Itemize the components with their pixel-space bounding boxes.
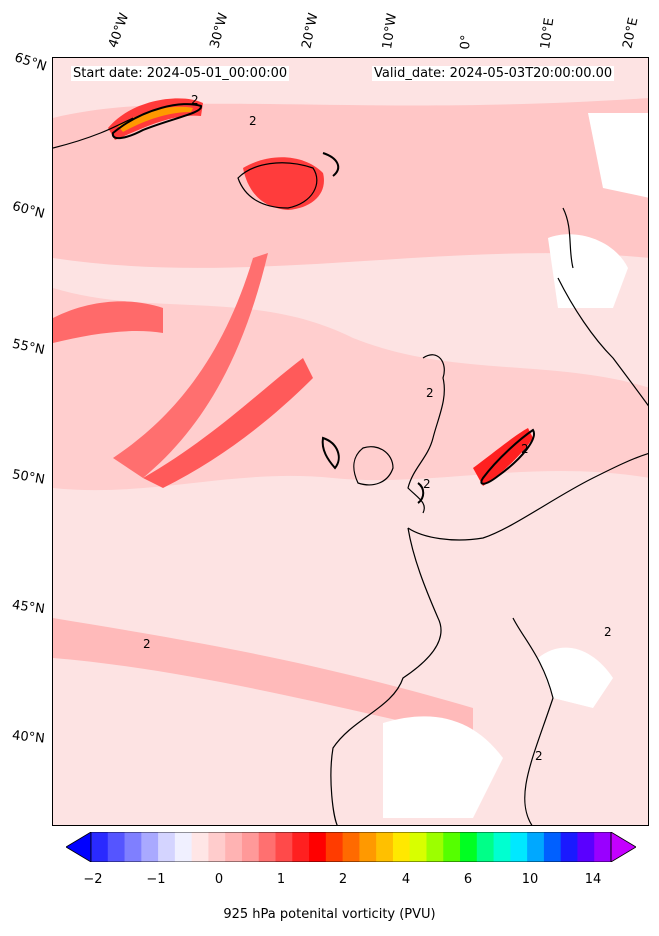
contour-label: 2 <box>143 637 151 651</box>
lat-label-55n: 55°N <box>10 336 46 359</box>
contour-label: 2 <box>423 477 431 491</box>
colorbar-segment <box>174 832 193 862</box>
colorbar-segment <box>460 832 478 862</box>
pv-core-north <box>118 106 193 132</box>
lon-label-20e: 20°E <box>620 16 642 51</box>
lon-label-0: 0° <box>458 34 475 50</box>
colorbar-segment <box>443 832 461 862</box>
colorbar-segment <box>141 832 159 862</box>
lat-label-50n: 50°N <box>10 467 46 488</box>
colorbar-tick: 4 <box>401 872 411 887</box>
colorbar-segment <box>225 832 243 862</box>
map-panel <box>52 57 649 826</box>
contour-label: 2 <box>604 625 612 639</box>
pv-2-contours <box>111 103 535 504</box>
colorbar-tick: −2 <box>83 872 103 887</box>
masked-iberia <box>383 716 503 818</box>
colorbar-tick: 14 <box>584 872 602 887</box>
colorbar-segment <box>241 832 260 862</box>
contour-label: 2 <box>521 442 529 456</box>
colorbar-segment <box>376 832 394 862</box>
colorbar-segment <box>91 832 109 862</box>
colorbar-segment <box>392 832 411 862</box>
colorbar-tick: 2 <box>338 872 348 887</box>
colorbar-segment <box>107 832 126 862</box>
pv-band-north <box>53 98 648 268</box>
colorbar-segment <box>275 832 293 862</box>
lon-label-20w: 20°W <box>299 11 322 50</box>
colorbar-segment <box>527 832 545 862</box>
colorbar <box>66 832 636 862</box>
contour-label: 2 <box>426 386 434 400</box>
colorbar-segment <box>510 832 528 862</box>
lon-label-10w: 10°W <box>380 12 400 50</box>
colorbar-segment <box>577 832 595 862</box>
colorbar-tick: −1 <box>146 872 166 887</box>
pv-filament-1 <box>113 253 268 478</box>
colorbar-frame <box>90 832 612 862</box>
colorbar-segment <box>292 832 310 862</box>
masked-norway-north <box>588 113 648 198</box>
masked-alps <box>538 647 613 708</box>
colorbar-segment <box>409 832 427 862</box>
pv-filament-2 <box>143 358 313 488</box>
lat-label-40n: 40°N <box>11 728 46 747</box>
lat-label-45n: 45°N <box>11 597 46 618</box>
colorbar-label: 925 hPa potenital vorticity (PVU) <box>223 907 436 922</box>
pv-band-south <box>53 618 473 738</box>
colorbar-extend-max <box>610 832 636 862</box>
colorbar-segment <box>426 832 444 862</box>
colorbar-segment <box>325 832 344 862</box>
lon-label-30w: 30°W <box>207 11 232 50</box>
start-date-label: Start date: 2024-05-01_00:00:00 <box>71 66 290 81</box>
colorbar-segment <box>359 832 377 862</box>
lat-label-60n: 60°N <box>10 199 47 222</box>
colorbar-segment <box>191 832 209 862</box>
colorbar-segment <box>476 832 495 862</box>
colorbar-extend-min <box>66 832 92 862</box>
colorbar-segment <box>124 832 142 862</box>
contour-label: 2 <box>535 749 543 763</box>
lon-label-40w: 40°W <box>105 11 133 50</box>
colorbar-segment <box>560 832 578 862</box>
pv-iceland-max <box>243 157 324 210</box>
colorbar-segment <box>543 832 562 862</box>
colorbar-segment <box>493 832 511 862</box>
masked-scandinavia <box>548 234 628 308</box>
colorbar-tick: 1 <box>276 872 286 887</box>
colorbar-segment <box>309 832 327 862</box>
pv-map <box>53 58 648 825</box>
pv-filament-3 <box>53 301 163 343</box>
colorbar-segment <box>258 832 277 862</box>
contour-label: 2 <box>191 93 199 107</box>
colorbar-tick: 0 <box>214 872 224 887</box>
lat-label-65n: 65°N <box>12 50 49 75</box>
colorbar-tick: 10 <box>521 872 539 887</box>
colorbar-segment <box>158 832 176 862</box>
coastlines <box>53 117 648 825</box>
colorbar-segment <box>208 832 226 862</box>
lon-label-10e: 10°E <box>538 16 558 50</box>
colorbar-segment <box>594 832 612 862</box>
contour-label: 2 <box>249 114 257 128</box>
colorbar-tick: 6 <box>463 872 473 887</box>
valid-date-label: Valid_date: 2024-05-03T20:00:00.00 <box>372 66 615 81</box>
colorbar-segment <box>342 832 360 862</box>
